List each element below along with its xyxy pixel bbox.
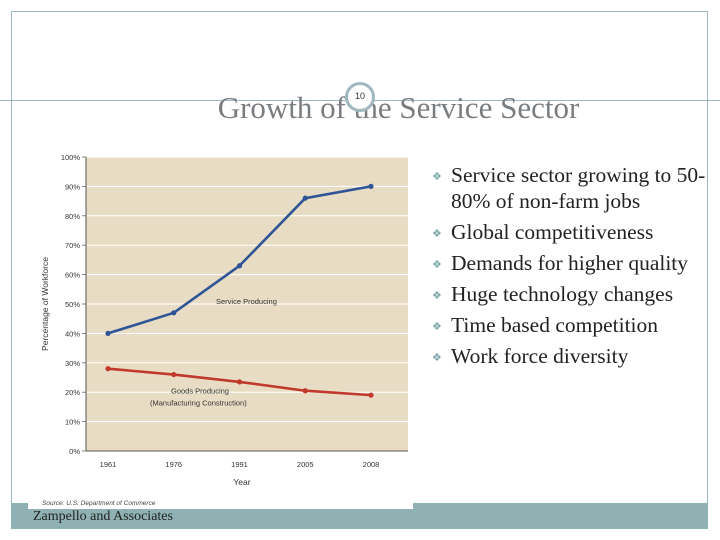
- y-tick-label: 60%: [65, 271, 80, 280]
- series-point-1: [302, 388, 308, 394]
- x-tick-label: 2005: [297, 460, 314, 469]
- checkerboard-bullet-icon: ❖: [432, 259, 442, 271]
- y-tick-label: 90%: [65, 182, 80, 191]
- bullet-item: ❖ Demands for higher quality: [432, 250, 712, 276]
- bullet-text: Work force diversity: [451, 344, 629, 368]
- bullet-item: ❖ Global competitiveness: [432, 219, 712, 245]
- bullet-item: ❖ Work force diversity: [432, 343, 712, 369]
- y-tick-label: 70%: [65, 241, 80, 250]
- bullet-text: Huge technology changes: [451, 282, 674, 306]
- bullet-text: Demands for higher quality: [451, 251, 689, 275]
- series-point-1: [236, 379, 243, 385]
- chart-svg: 0% 10% 20% 30% 40% 50% 60% 70% 80% 90% 100% 1961 197…: [40, 153, 408, 507]
- bullet-item: ❖ Time based competition: [432, 312, 712, 338]
- series-point-1: [105, 366, 111, 372]
- series-point-0: [171, 310, 177, 316]
- bullet-item: ❖ Huge technology changes: [432, 281, 712, 307]
- x-tick-label: 2008: [363, 460, 380, 469]
- workforce-chart: 0% 10% 20% 30% 40% 50% 60% 70% 80% 90% 100% 1961 197…: [28, 145, 413, 509]
- series-point-1: [368, 392, 374, 398]
- bullet-list: ❖ Service sector growing to 50-80% of non…: [432, 162, 712, 374]
- checkerboard-bullet-icon: ❖: [432, 171, 442, 183]
- checkerboard-bullet-icon: ❖: [432, 228, 442, 240]
- x-tick-label: 1991: [231, 460, 248, 469]
- bullet-text: Time based competition: [451, 313, 659, 337]
- x-axis-title: Year: [233, 477, 250, 487]
- y-tick-label: 0%: [69, 447, 80, 456]
- chart-source: Source: U.S. Department of Commerce: [42, 500, 156, 507]
- series-point-0: [236, 263, 243, 269]
- bullet-text: Service sector growing to 50-80% of non-…: [451, 163, 706, 213]
- y-tick-label: 30%: [65, 359, 80, 368]
- bullet-text: Global competitiveness: [451, 220, 654, 244]
- y-tick-label: 20%: [65, 388, 80, 397]
- x-tick-label: 1976: [165, 460, 182, 469]
- series-point-1: [171, 371, 177, 378]
- y-tick-label: 40%: [65, 329, 80, 338]
- slide-title: Growth of the Service Sector: [217, 90, 580, 125]
- y-tick-label: 80%: [65, 212, 80, 221]
- series-point-0: [302, 195, 308, 201]
- y-axis-title: Percentage of Workforce: [40, 257, 50, 351]
- footer-company: Zampello and Associates: [33, 509, 173, 524]
- y-tick-label: 10%: [65, 418, 80, 427]
- x-tick-label: 1961: [100, 460, 117, 469]
- checkerboard-bullet-icon: ❖: [432, 352, 442, 364]
- checkerboard-bullet-icon: ❖: [432, 321, 442, 333]
- slide-number-badge: 10: [345, 82, 375, 112]
- y-tick-label: 100%: [61, 153, 81, 162]
- series-label-service: Service Producing: [216, 297, 277, 306]
- checkerboard-bullet-icon: ❖: [432, 290, 442, 302]
- series-sublabel-goods: (Manufacturing Construction): [150, 398, 247, 407]
- y-tick-label: 50%: [65, 300, 80, 309]
- series-point-0: [368, 183, 374, 189]
- series-point-0: [105, 330, 111, 336]
- bullet-item: ❖ Service sector growing to 50-80% of non…: [432, 162, 712, 214]
- series-label-goods: Goods Producing: [171, 387, 229, 396]
